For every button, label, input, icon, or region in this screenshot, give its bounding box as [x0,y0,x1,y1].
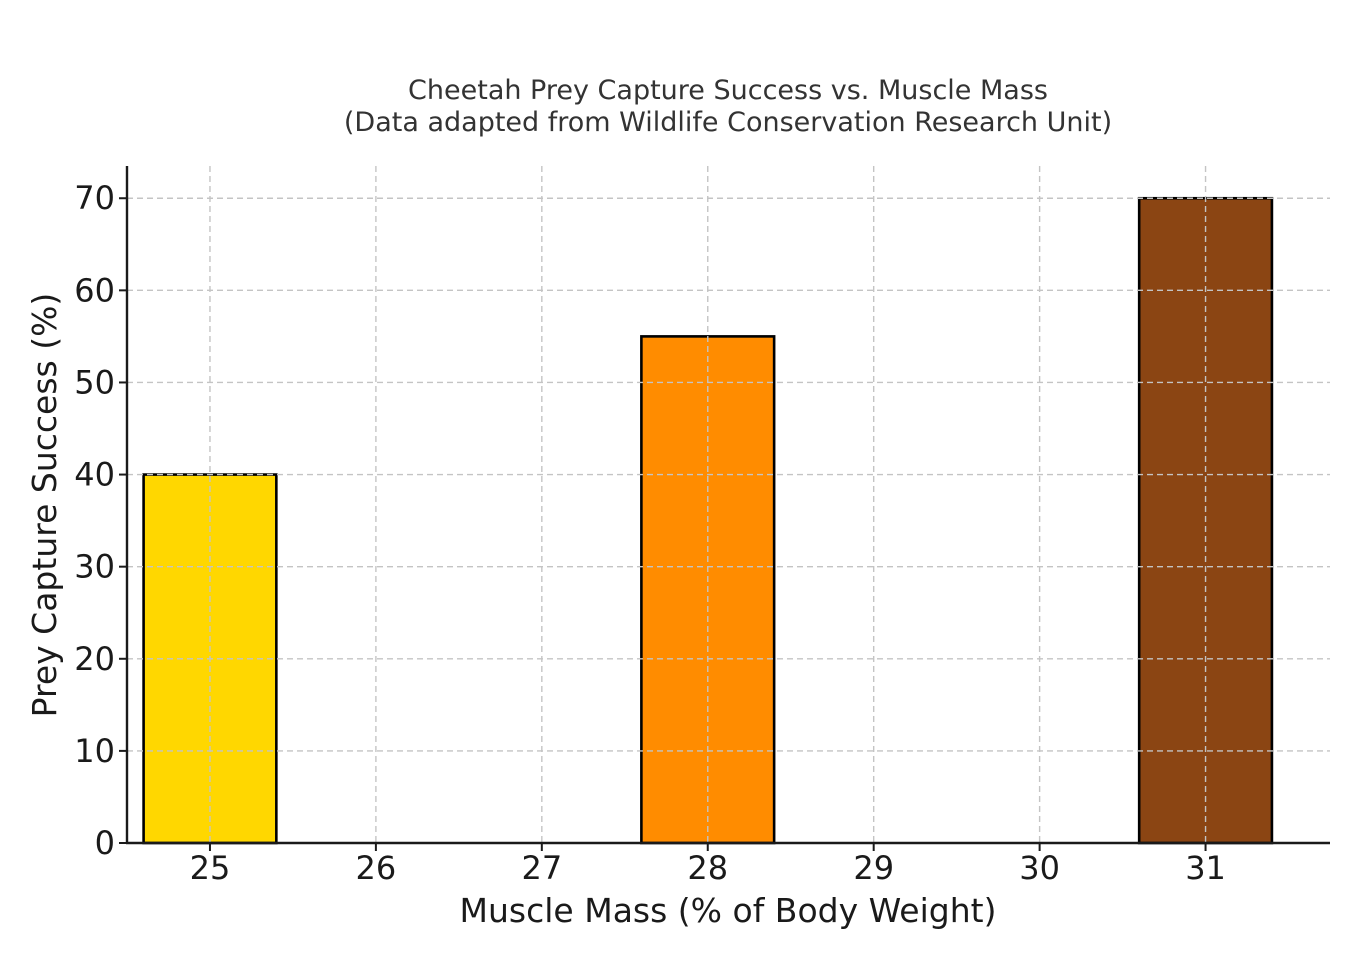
x-tick-label: 29 [853,849,894,887]
x-tick-label: 26 [356,849,397,887]
x-axis-label: Muscle Mass (% of Body Weight) [460,891,997,930]
y-tick-label: 30 [74,548,115,586]
x-tick-label: 25 [190,849,231,887]
y-tick-label: 50 [74,363,115,401]
x-tick-label: 30 [1019,849,1060,887]
y-tick-label: 70 [74,179,115,217]
y-tick-label: 40 [74,456,115,494]
x-tick-label: 31 [1185,849,1226,887]
axes [119,166,1330,851]
y-tick-label: 20 [74,640,115,678]
y-axis-label: Prey Capture Success (%) [25,293,64,718]
tick-labels: 25 26 27 28 29 30 31 0 10 20 30 40 50 60 70 [74,179,1226,887]
chart-subtitle: (Data adapted from Wildlife Conservation… [344,107,1112,138]
x-tick-label: 27 [521,849,562,887]
y-tick-label: 0 [95,824,115,862]
y-tick-label: 10 [74,732,115,770]
chart-title: Cheetah Prey Capture Success vs. Muscle … [408,75,1048,106]
y-tick-label: 60 [74,271,115,309]
x-tick-label: 28 [687,849,728,887]
